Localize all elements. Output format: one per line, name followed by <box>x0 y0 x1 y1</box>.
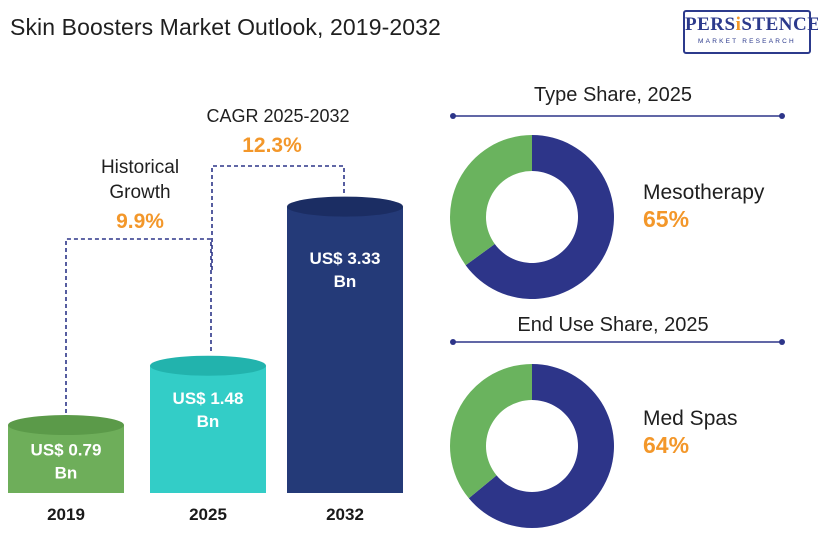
x-tick-label-2019: 2019 <box>47 505 85 524</box>
cagr-value: 12.3% <box>242 134 302 157</box>
bar-top-2032 <box>287 196 403 217</box>
chart-title: Skin Boosters Market Outlook, 2019-2032 <box>10 14 441 40</box>
bar-value-label-2025: Bn <box>197 412 220 431</box>
donut-1-rule-dot-right <box>779 113 785 119</box>
bar-2025 <box>150 365 266 493</box>
bar-2019 <box>8 425 124 493</box>
donut-2-rule-dot-left <box>450 339 456 345</box>
x-tick-label-2025: 2025 <box>189 505 227 524</box>
logo-tagline: MARKET RESEARCH <box>698 38 796 45</box>
cagr-label: CAGR 2025-2032 <box>206 106 349 126</box>
bar-value-label-2019: US$ 0.79 <box>31 441 102 460</box>
donut-1-slice-minor <box>449 135 532 266</box>
donut-1-rule-dot-left <box>450 113 456 119</box>
donut-2-title: End Use Share, 2025 <box>517 314 709 336</box>
donut-2-rule-dot-right <box>779 339 785 345</box>
donut-1-title: Type Share, 2025 <box>534 84 692 106</box>
donut-2-label: Med Spas <box>643 407 738 430</box>
logo-wordmark: PERSiSTENCE <box>685 14 818 35</box>
historical-growth-value: 9.9% <box>116 210 164 233</box>
cagr-connector <box>211 165 345 270</box>
historical-growth-label: Historical <box>101 157 179 178</box>
persistence-logo: PERSiSTENCE MARKET RESEARCH <box>683 10 818 54</box>
donut-2-slice-minor <box>450 364 532 499</box>
historical-growth-label: Growth <box>109 182 170 203</box>
bar-top-2025 <box>150 355 266 376</box>
donut-2-value: 64% <box>643 432 690 458</box>
historical-growth-connector <box>65 238 212 414</box>
x-tick-label-2032: 2032 <box>326 505 364 524</box>
donut-1-label: Mesotherapy <box>643 181 765 204</box>
bar-value-label-2025: US$ 1.48 <box>173 389 244 408</box>
bar-value-label-2019: Bn <box>55 464 78 483</box>
bar-top-2019 <box>8 415 124 436</box>
bar-value-label-2032: US$ 3.33 <box>310 249 381 268</box>
donut-1-slice-major <box>465 135 614 299</box>
donut-2-slice-major <box>468 363 614 528</box>
bar-2032 <box>287 206 403 493</box>
bar-value-label-2032: Bn <box>334 272 357 291</box>
donut-1-value: 65% <box>643 206 690 232</box>
